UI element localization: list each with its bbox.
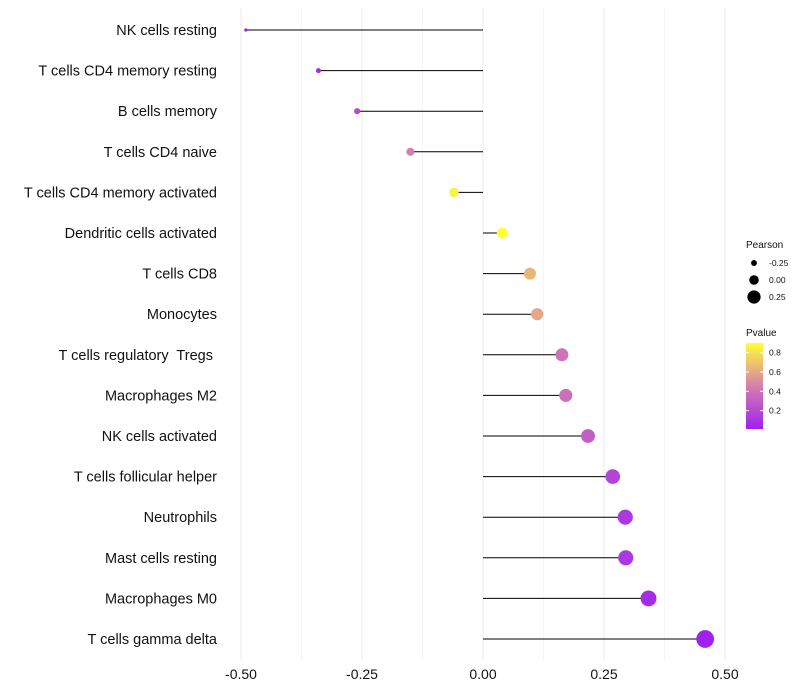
y-tick-label: T cells regulatory Tregs	[59, 348, 218, 364]
lollipop-point	[581, 429, 595, 443]
lollipop-point	[406, 147, 415, 156]
y-tick-label: T cells gamma delta	[88, 632, 218, 648]
lollipop-points	[244, 28, 715, 648]
y-axis-labels: NK cells resting T cells CD4 memory resti…	[24, 23, 218, 648]
grid-lines	[240, 8, 726, 660]
lollipop-point	[496, 227, 508, 239]
color-legend-title: Pvalue	[746, 328, 777, 339]
lollipop-point	[559, 388, 573, 402]
y-tick-label: T cells CD8	[142, 267, 217, 283]
y-tick-label: Mast cells resting	[105, 551, 217, 567]
lollipop-point	[555, 348, 569, 362]
color-legend: Pvalue 0.8 0.6 0.4 0.2	[746, 328, 781, 429]
x-tick-label: 0.50	[711, 666, 738, 682]
x-axis-ticks: -0.50 -0.25 0.00 0.25 0.50	[225, 666, 739, 682]
x-tick-label: 0.00	[469, 666, 496, 682]
size-legend-title: Pearson	[746, 240, 783, 251]
y-tick-label: Monocytes	[147, 307, 217, 323]
color-legend-bar	[746, 343, 763, 429]
size-legend-label: 0.25	[769, 292, 786, 302]
y-tick-label: T cells follicular helper	[74, 470, 217, 486]
color-legend-label: 0.4	[769, 386, 781, 396]
color-legend-label: 0.2	[769, 406, 781, 416]
lollipop-stems	[245, 29, 706, 640]
size-legend-label: -0.25	[769, 258, 789, 268]
y-tick-label: B cells memory	[118, 104, 218, 120]
y-tick-label: Macrophages M0	[105, 591, 217, 607]
lollipop-point	[449, 187, 459, 198]
lollipop-point	[315, 68, 321, 74]
y-tick-label: NK cells resting	[116, 23, 217, 39]
size-legend-key	[749, 275, 759, 285]
size-legend-key	[751, 260, 757, 266]
y-tick-label: NK cells activated	[102, 429, 217, 445]
y-tick-label: Neutrophils	[144, 510, 217, 526]
lollipop-point	[244, 28, 248, 32]
lollipop-point	[354, 108, 361, 115]
size-legend-key	[747, 290, 761, 304]
lollipop-point	[605, 469, 621, 484]
lollipop-point	[618, 550, 634, 566]
color-legend-label: 0.6	[769, 367, 781, 377]
lollipop-point	[523, 267, 536, 280]
x-tick-label: 0.25	[590, 666, 617, 682]
color-legend-label: 0.8	[769, 348, 781, 358]
y-tick-label: Macrophages M2	[105, 388, 217, 404]
y-tick-label: T cells CD4 memory activated	[24, 185, 217, 201]
size-legend-label: 0.00	[769, 275, 786, 285]
lollipop-point	[696, 630, 715, 648]
x-tick-label: -0.50	[225, 666, 257, 682]
x-tick-label: -0.25	[346, 666, 378, 682]
size-legend: Pearson -0.25 0.00 0.25	[746, 240, 789, 304]
y-tick-label: T cells CD4 memory resting	[38, 64, 217, 80]
lollipop-point	[531, 308, 544, 321]
y-tick-label: Dendritic cells activated	[65, 226, 217, 242]
lollipop-point	[617, 509, 633, 525]
lollipop-point	[640, 590, 657, 607]
y-tick-label: T cells CD4 naive	[104, 145, 217, 161]
